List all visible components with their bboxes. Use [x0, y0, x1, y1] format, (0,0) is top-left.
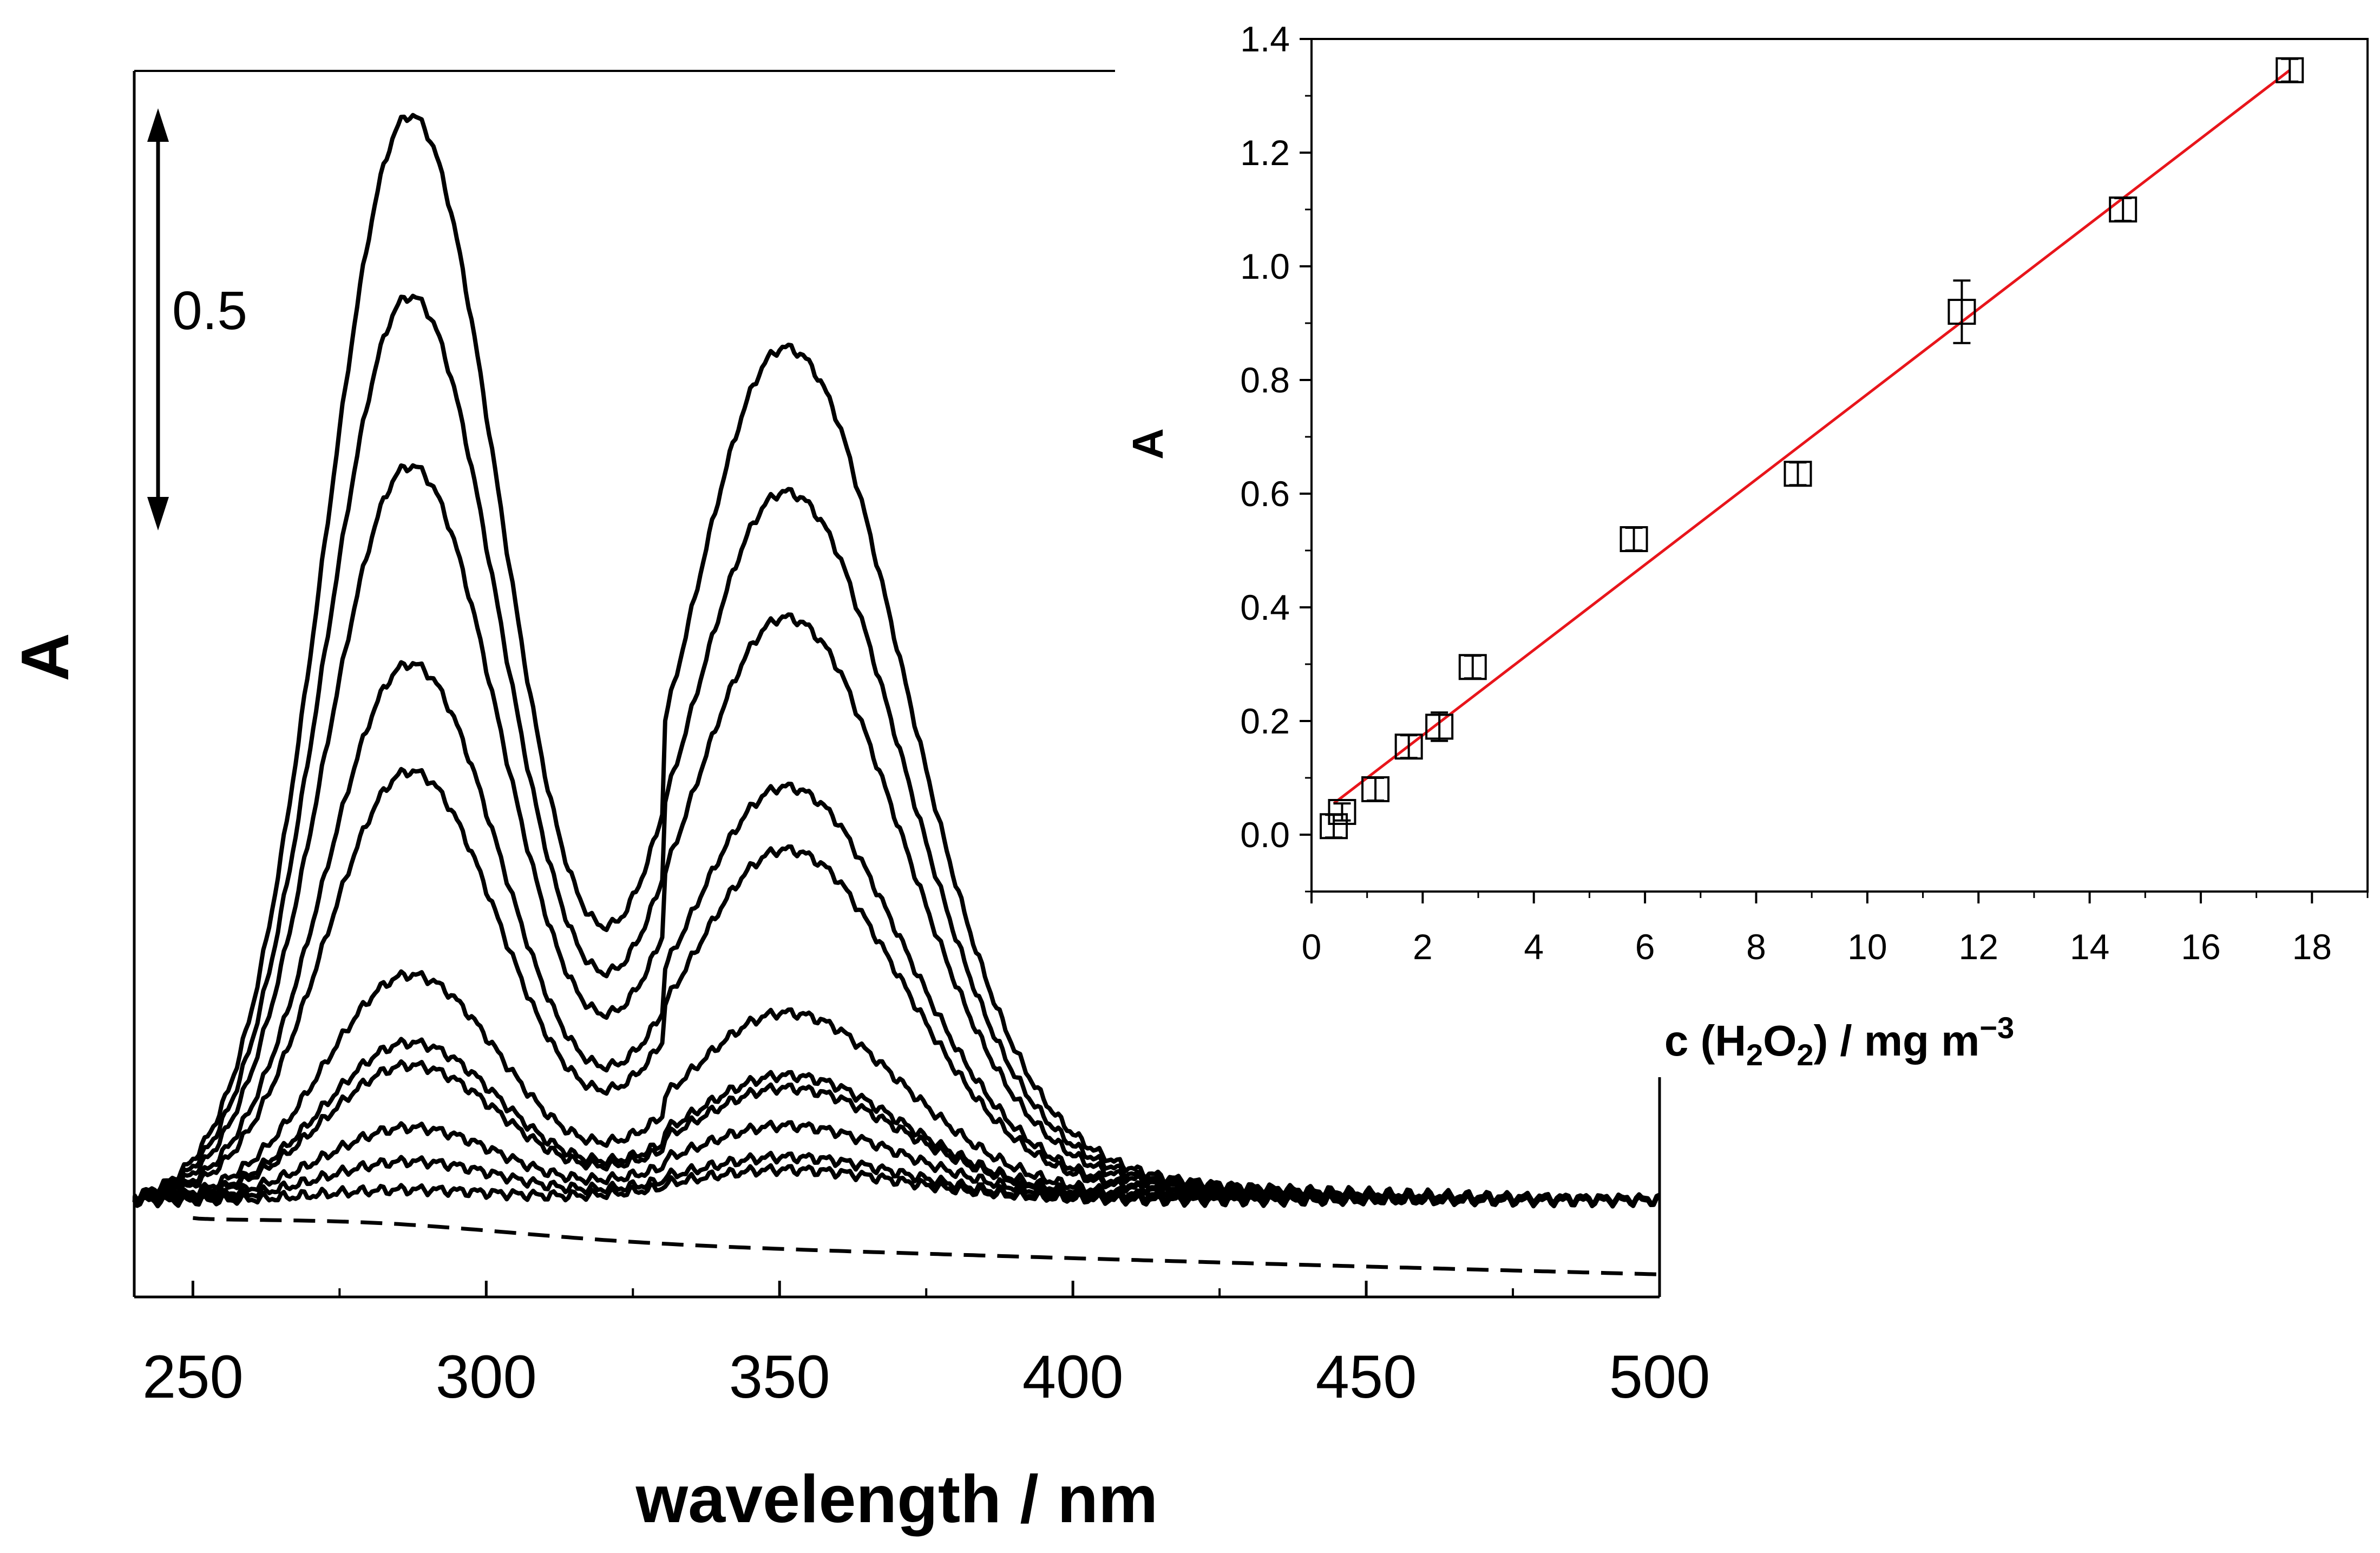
inset-y-tick-label: 0.8: [1240, 360, 1290, 400]
inset-fit-line: [1333, 69, 2291, 805]
main-x-ticks: 250 300 350 400 450 500: [142, 1281, 1710, 1411]
inset-x-tick-label: 16: [2181, 927, 2220, 967]
inset-x-label-sup: −3: [1979, 1011, 2014, 1045]
inset-x-label-mid: O: [1763, 1017, 1797, 1065]
inset-y-tick-label: 0.2: [1240, 701, 1290, 741]
inset-x-tick-label: 8: [1746, 927, 1766, 967]
inset-x-label-sub-2: 2: [1797, 1038, 1813, 1072]
main-x-tick-label: 350: [729, 1343, 830, 1411]
main-x-tick-label: 500: [1609, 1343, 1710, 1411]
scale-bar-arrow-down: [147, 497, 169, 530]
inset-points: [1320, 57, 2304, 840]
main-x-tick-label: 450: [1316, 1343, 1417, 1411]
scale-bar-arrow-up: [147, 108, 169, 142]
inset-y-tick-label: 1.2: [1240, 133, 1290, 173]
inset-data-point: [1425, 713, 1454, 740]
inset-x-tick-label: 2: [1413, 927, 1433, 967]
inset-x-ticks: 0 2 4 6 8 10 12 14 16 18: [1302, 892, 2369, 967]
inset-x-axis-label: c (H2O2) / mg m−3: [1664, 1011, 2014, 1072]
inset-data-point: [1620, 526, 1648, 552]
main-plot: 250 300 350 400 450 500 0.5 wavelength / nm A: [8, 70, 1710, 1537]
main-x-tick-label: 400: [1022, 1343, 1124, 1411]
inset-x-label-suffix: ) / mg m: [1814, 1017, 1980, 1065]
scale-bar: 0.5: [147, 108, 247, 530]
inset-y-tick-label: 0.4: [1240, 587, 1290, 627]
inset-plot: 0 2 4 6 8 10 12 14 16 18 0.0 0.2 0.4 0.6 0.8 1.0 1.2 1.4…: [1115, 0, 2380, 1077]
inset-y-tick-label: 0.0: [1240, 815, 1290, 855]
inset-x-tick-label: 6: [1635, 927, 1655, 967]
inset-y-tick-label: 1.4: [1240, 19, 1290, 59]
inset-background: [1115, 0, 2380, 1077]
inset-data-point: [2276, 57, 2304, 83]
inset-data-point: [1361, 776, 1390, 802]
spectrum-11: [132, 1163, 1661, 1209]
inset-x-tick-label: 10: [1847, 927, 1887, 967]
main-x-tick-label: 300: [436, 1343, 537, 1411]
inset-data-point: [1320, 813, 1348, 840]
inset-x-label-prefix: c (H: [1664, 1017, 1746, 1065]
main-y-axis-label: A: [8, 633, 83, 682]
inset-frame: [1310, 38, 2369, 893]
inset-x-tick-label: 14: [2070, 927, 2109, 967]
blank-baseline: [193, 1216, 1660, 1276]
inset-data-point: [1328, 799, 1356, 825]
inset-x-tick-label: 0: [1302, 927, 1322, 967]
inset-data-point: [1458, 654, 1487, 680]
inset-y-tick-label: 0.6: [1240, 474, 1290, 514]
main-x-tick-label: 250: [142, 1343, 244, 1411]
inset-y-ticks: 0.0 0.2 0.4 0.6 0.8 1.0 1.2 1.4: [1240, 19, 1312, 893]
main-series: [132, 113, 1661, 1276]
inset-x-tick-label: 12: [1958, 927, 1998, 967]
inset-y-tick-label: 1.0: [1240, 246, 1290, 286]
inset-data-point: [1394, 733, 1423, 760]
inset-data-point: [1784, 461, 1812, 487]
inset-x-tick-label: 18: [2292, 927, 2332, 967]
inset-fit: [1333, 69, 2291, 805]
inset-x-tick-label: 4: [1524, 927, 1544, 967]
inset-x-label-sub-1: 2: [1746, 1038, 1763, 1072]
inset-y-axis-label: A: [1124, 428, 1172, 460]
scale-bar-label: 0.5: [172, 280, 247, 341]
inset-data-point: [2109, 196, 2138, 222]
main-x-axis-label: wavelength / nm: [635, 1462, 1158, 1537]
inset-data-point: [1948, 299, 1976, 325]
